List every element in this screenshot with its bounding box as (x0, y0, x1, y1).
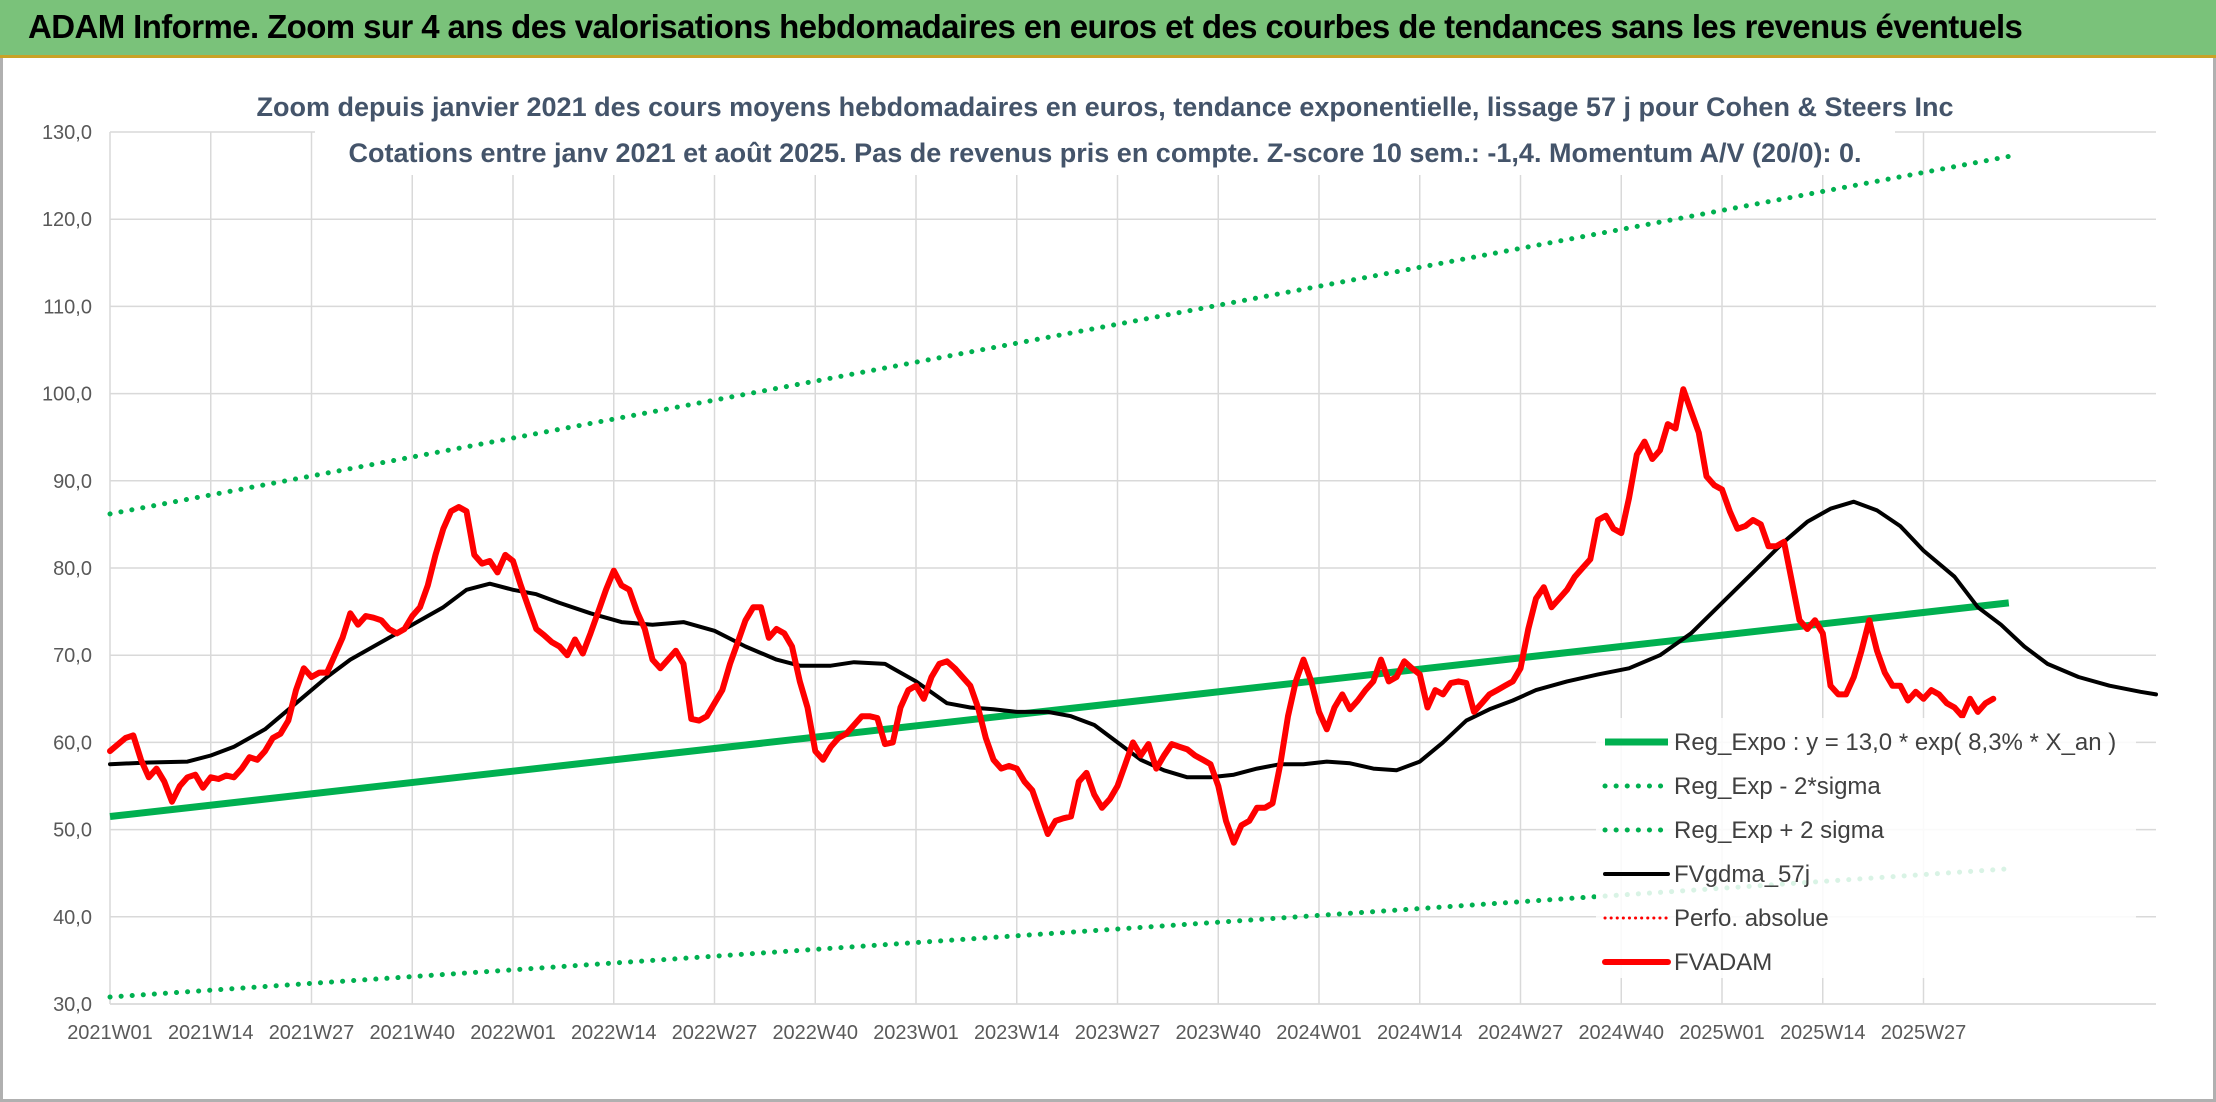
series-line-smooth (108, 499, 2158, 780)
legend-label: Reg_Exp - 2*sigma (1674, 773, 1881, 800)
x-axis-ticks: 2021W01 2021W14 2021W27 2021W40 2022W01 2022W… (67, 1022, 1966, 1044)
x-tick-label: 2021W14 (168, 1022, 254, 1044)
x-tick-label: 2024W27 (1478, 1022, 1564, 1044)
header-bar: ADAM Informe. Zoom sur 4 ans des valoris… (0, 0, 2216, 58)
x-tick-label: 2022W14 (571, 1022, 657, 1044)
x-tick-label: 2021W01 (67, 1022, 153, 1044)
x-tick-label: 2022W27 (672, 1022, 758, 1044)
y-tick-label: 70,0 (53, 645, 92, 667)
y-tick-label: 30,0 (53, 994, 92, 1016)
x-tick-label: 2025W01 (1679, 1022, 1765, 1044)
y-axis-ticks: 30,0 40,0 50,0 60,0 70,0 80,0 90,0 100,0 110,0 12… (42, 122, 92, 1016)
legend-background (1596, 718, 2136, 978)
x-tick-label: 2023W40 (1175, 1022, 1261, 1044)
legend-label: Perfo. absolue (1674, 905, 1829, 932)
chart-title: Zoom depuis janvier 2021 des cours moyen… (256, 80, 1954, 175)
chart-grid (109, 131, 2156, 1005)
y-tick-label: 100,0 (42, 384, 92, 406)
page-title: ADAM Informe. Zoom sur 4 ans des valoris… (28, 8, 2023, 45)
x-tick-label: 2023W27 (1075, 1022, 1161, 1044)
x-tick-label: 2025W14 (1780, 1022, 1866, 1044)
x-tick-label: 2021W40 (369, 1022, 455, 1044)
x-tick-label: 2023W14 (974, 1022, 1060, 1044)
y-tick-label: 80,0 (53, 558, 92, 580)
series-line-reg (109, 599, 2010, 820)
y-tick-label: 90,0 (53, 471, 92, 493)
y-tick-label: 120,0 (42, 209, 92, 231)
y-tick-label: 40,0 (53, 907, 92, 929)
x-tick-label: 2023W01 (873, 1022, 959, 1044)
x-tick-label: 2022W01 (470, 1022, 556, 1044)
x-tick-label: 2021W27 (269, 1022, 355, 1044)
y-tick-label: 50,0 (53, 820, 92, 842)
chart-legend: Reg_Expo : y = 13,0 * exp( 8,3% * X_an )… (1596, 718, 2136, 978)
legend-label: Reg_Exp + 2 sigma (1674, 817, 1885, 844)
legend-label: FVADAM (1674, 949, 1772, 976)
legend-label: FVgdma_57j (1674, 861, 1810, 888)
legend-label: Reg_Expo : y = 13,0 * exp( 8,3% * X_an ) (1674, 729, 2116, 756)
line-chart: 30,0 40,0 50,0 60,0 70,0 80,0 90,0 100,0 110,0 12… (42, 80, 2158, 1044)
x-tick-label: 2025W27 (1881, 1022, 1967, 1044)
x-tick-label: 2022W40 (772, 1022, 858, 1044)
series-line-price (107, 386, 1997, 846)
y-tick-label: 60,0 (53, 732, 92, 754)
x-tick-label: 2024W14 (1377, 1022, 1463, 1044)
y-tick-label: 110,0 (43, 296, 92, 318)
x-tick-label: 2024W01 (1276, 1022, 1362, 1044)
chart-title-line-2: Cotations entre janv 2021 et août 2025. … (348, 138, 1861, 168)
series-line-band (107, 153, 2012, 517)
chart-title-line-1: Zoom depuis janvier 2021 des cours moyen… (256, 92, 1953, 122)
y-tick-label: 130,0 (42, 122, 92, 144)
x-tick-label: 2024W40 (1578, 1022, 1664, 1044)
